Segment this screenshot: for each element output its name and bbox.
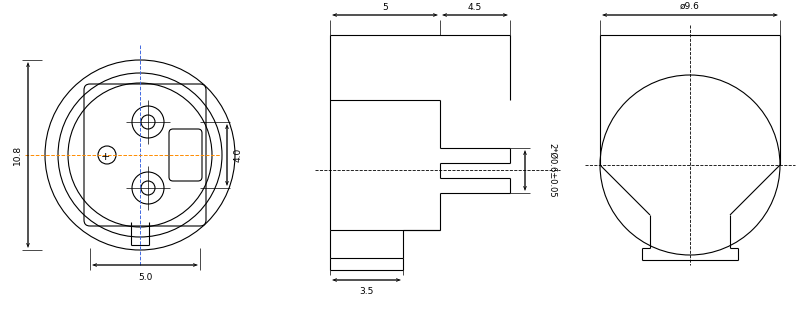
Text: 4.0: 4.0 [233,148,243,162]
Text: 3.5: 3.5 [359,287,373,297]
Text: 5: 5 [381,2,387,11]
Text: 10.8: 10.8 [13,145,22,165]
Text: 2*Ø0.6±0.05: 2*Ø0.6±0.05 [547,143,556,198]
Text: +: + [100,152,109,162]
Text: 5.0: 5.0 [137,273,152,281]
Text: ø9.6: ø9.6 [679,2,699,11]
Text: 4.5: 4.5 [467,2,482,11]
